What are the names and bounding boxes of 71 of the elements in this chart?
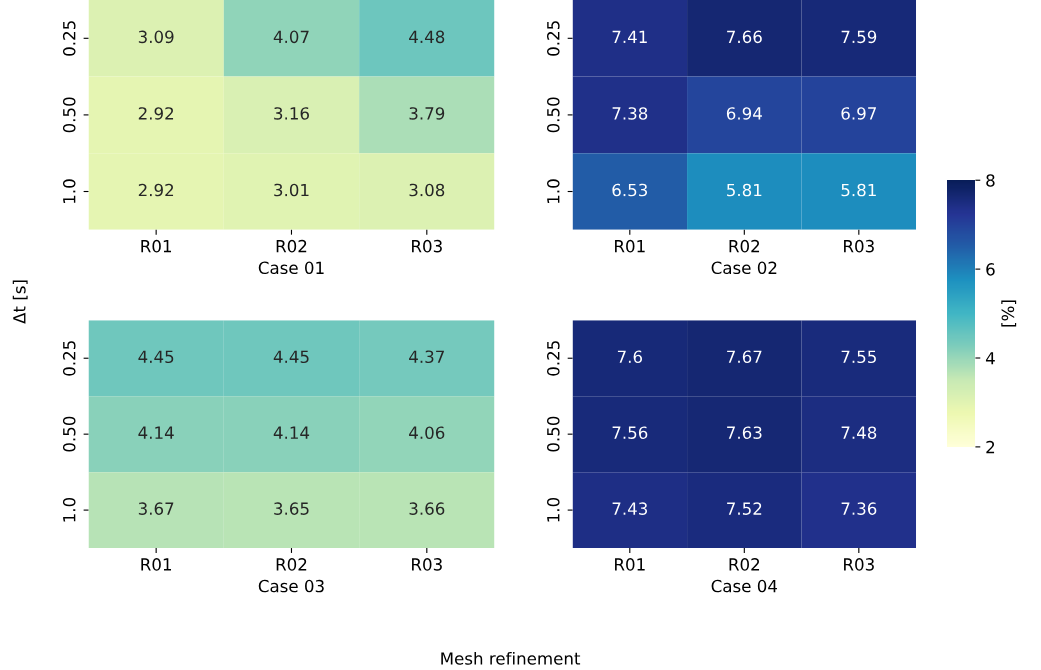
color-bar-title: [%] <box>1001 300 1017 327</box>
y-tick-label: 1.0 <box>62 179 76 203</box>
x-tick-label: R02 <box>276 558 307 571</box>
x-axis-title: Case 02 <box>711 261 777 275</box>
x-tick-label: R01 <box>615 239 645 253</box>
data-label: 7.38 <box>612 107 648 120</box>
data-label: 2.92 <box>138 183 174 197</box>
y-tick-label: 0.50 <box>62 97 76 133</box>
x-axis-title: Case 04 <box>711 579 778 593</box>
y-tick-label: 1.0 <box>546 497 560 522</box>
y-tick-label: 0.25 <box>546 341 560 376</box>
data-label: 3.79 <box>409 107 445 120</box>
x-tick-label: R01 <box>141 558 171 571</box>
y-tick-label: 0.50 <box>62 416 76 452</box>
y-tick-label: 0.25 <box>546 21 560 56</box>
data-label: 7.36 <box>841 502 877 515</box>
data-label: 4.14 <box>273 426 310 439</box>
data-label: 7.63 <box>727 426 762 439</box>
y-tick-label: 1.0 <box>546 179 560 203</box>
data-label: 2.92 <box>138 107 174 120</box>
color-bar-label: 2 <box>986 440 995 454</box>
y-axis-title: Δt [s] <box>12 280 28 324</box>
data-label: 7.55 <box>841 350 876 364</box>
x-axis-title: Case 01 <box>258 261 324 275</box>
x-axis-title: Case 03 <box>258 579 324 593</box>
data-label: 3.66 <box>409 502 445 515</box>
data-label: 6.97 <box>841 107 876 120</box>
y-tick-label: 1.0 <box>62 497 76 522</box>
data-label: 3.09 <box>138 30 174 44</box>
data-label: 4.45 <box>273 350 309 364</box>
data-label: 7.52 <box>727 502 762 515</box>
data-label: 7.48 <box>841 426 877 439</box>
x-tick-label: R03 <box>844 239 874 253</box>
data-label: 7.66 <box>727 30 762 44</box>
y-tick-label: 0.25 <box>62 21 76 56</box>
y-tick-label: 0.50 <box>546 416 560 452</box>
x-tick-label: R02 <box>276 239 307 253</box>
color-bar-label: 8 <box>986 174 995 187</box>
data-label: 4.48 <box>409 30 445 44</box>
data-label: 7.59 <box>841 30 877 44</box>
data-label: 7.43 <box>612 502 648 515</box>
x-tick-label: R03 <box>844 558 874 571</box>
x-tick-label: R03 <box>412 239 442 253</box>
color-bar-label: 6 <box>986 263 995 276</box>
x-tick-label: R03 <box>412 558 442 571</box>
data-label: 3.67 <box>138 502 174 515</box>
data-label: 7.56 <box>612 426 648 439</box>
data-label: 3.08 <box>409 183 445 197</box>
data-label: 3.16 <box>274 107 309 120</box>
y-tick-label: 0.25 <box>62 341 76 376</box>
x-tick-label: R01 <box>615 558 645 571</box>
x-tick-label: R01 <box>141 239 171 253</box>
data-label: 4.45 <box>138 350 174 364</box>
color-bar-label: 4 <box>985 352 995 365</box>
x-tick-label: R02 <box>729 239 760 253</box>
y-tick-label: 0.50 <box>546 97 560 133</box>
data-label: 3.01 <box>274 183 309 197</box>
data-label: 7.41 <box>612 30 647 43</box>
data-label: 7.6 <box>617 350 643 364</box>
data-label: 6.94 <box>726 107 762 120</box>
data-label: 4.14 <box>138 426 174 439</box>
data-label: 4.06 <box>409 426 445 439</box>
data-label: 3.65 <box>274 502 309 515</box>
data-label: 4.37 <box>409 350 444 364</box>
data-label: 7.67 <box>727 350 762 364</box>
text: Mesh refinement <box>441 651 581 665</box>
data-label: 4.07 <box>273 30 309 44</box>
data-label: 5.81 <box>727 183 762 197</box>
data-label: 6.53 <box>612 183 648 197</box>
data-label: 5.81 <box>841 183 876 197</box>
x-tick-label: R02 <box>729 558 760 571</box>
